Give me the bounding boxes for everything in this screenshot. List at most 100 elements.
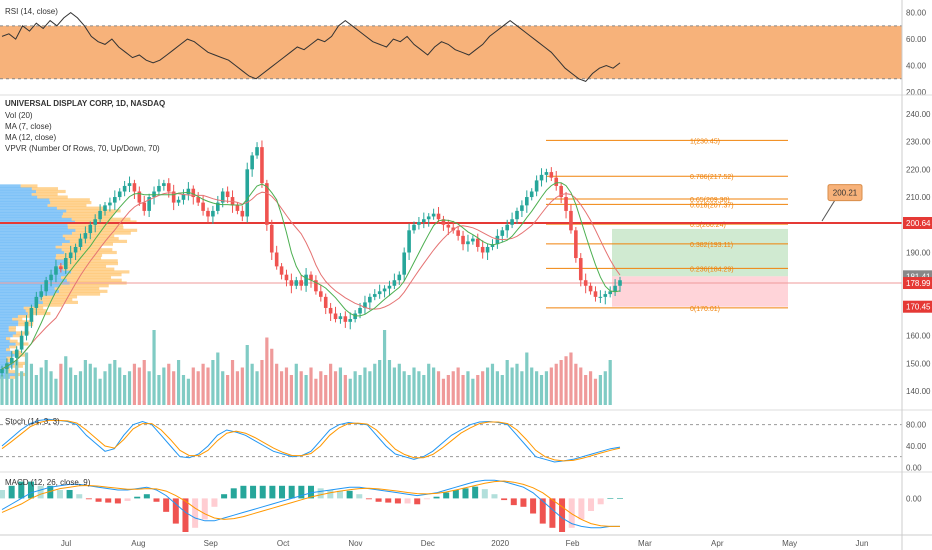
x-tick-label: 2020 — [491, 539, 509, 548]
stoch-y-ticks: 80.00 40.00 0.00 — [906, 421, 927, 473]
vpvr-bar-up — [0, 259, 65, 263]
volume-bar — [549, 367, 553, 405]
volume-bar — [309, 367, 313, 405]
volume-bar — [422, 375, 426, 405]
candle-body — [559, 185, 563, 198]
candle-body — [122, 185, 127, 192]
volume-bar — [147, 371, 151, 405]
candle-body — [417, 222, 421, 225]
rsi-line — [1, 11, 621, 82]
price-tick-label: 240.00 — [906, 110, 931, 119]
stoch-label: Stoch (14, 3, 3) — [5, 417, 60, 426]
fibonacci-levels[interactable]: 1(230.45) 0.786(217.52) 0.65(209.30)0.618(… — [546, 138, 788, 313]
macd-histogram-bar — [269, 485, 276, 499]
volume-bar — [412, 367, 416, 405]
macd-histogram-bar — [279, 485, 286, 499]
vpvr-bar-down — [59, 284, 109, 288]
candle-body — [19, 335, 24, 350]
volume-bar — [363, 367, 367, 405]
volume-bar — [539, 375, 544, 405]
x-tick-label: Mar — [638, 539, 652, 548]
vpvr-bar-down — [62, 267, 115, 271]
candle-body — [407, 230, 411, 253]
macd-histogram-bar — [394, 498, 401, 504]
vpvr-bar-down — [8, 370, 16, 374]
vpvr-bar-down — [49, 198, 90, 202]
position-stop-zone[interactable] — [612, 276, 788, 307]
volume-bar — [216, 352, 220, 405]
macd-histogram-bar — [66, 490, 73, 499]
vpvr-bar-down — [12, 317, 23, 321]
macd-histogram-bar — [182, 498, 189, 532]
price-tick-label: 220.00 — [906, 165, 931, 174]
candle-body — [240, 210, 245, 217]
price-callout[interactable]: 200.21 — [821, 184, 863, 222]
volume-bar — [324, 375, 328, 405]
candle-body — [279, 266, 284, 275]
candle-body — [348, 319, 353, 322]
price-tick-label: 140.00 — [906, 387, 931, 396]
chart-title: UNIVERSAL DISPLAY CORP, 1D, NASDAQ — [5, 99, 165, 108]
volume-bar — [230, 360, 235, 405]
volume-bar — [451, 371, 455, 405]
callout-box[interactable] — [827, 184, 863, 202]
volume-bar — [304, 375, 308, 405]
volume-bar — [98, 378, 102, 405]
macd-histogram-bar — [539, 498, 546, 524]
x-axis-ticks: Jul Aug Sep Oct Nov Dec 2020 Feb Mar Apr May Jun — [61, 539, 869, 548]
vpvr-bar-up — [0, 309, 26, 313]
volume-bar — [260, 360, 264, 405]
vpvr-bar-up — [0, 284, 60, 288]
candle-body — [0, 368, 4, 374]
candle-body — [608, 291, 612, 295]
candle-body — [68, 252, 73, 259]
vpvr-bar-up — [0, 339, 10, 343]
macd-histogram-bar — [404, 498, 411, 504]
vpvr-bar-up — [0, 278, 67, 282]
stoch-tick-label: 80.00 — [906, 421, 927, 430]
candle-body — [574, 230, 578, 259]
vpvr-bar-down — [8, 325, 17, 329]
candle-body — [59, 266, 63, 270]
volume-bar — [34, 375, 38, 405]
candle-body — [490, 244, 495, 247]
vpvr-bar-up — [0, 203, 48, 207]
candle-body — [480, 246, 485, 253]
vpvr-bar-down — [66, 278, 122, 282]
volume-bar — [495, 371, 499, 405]
candle-body — [157, 185, 161, 192]
vpvr-bar-down — [56, 206, 104, 210]
vpvr-bar-up — [0, 214, 62, 219]
candle-body — [372, 294, 377, 297]
candle-body — [387, 285, 392, 289]
volume-bar — [44, 360, 48, 405]
candle-body — [34, 296, 39, 308]
macd-histogram-bar — [250, 485, 257, 499]
vpvr-bar-up — [0, 245, 56, 249]
price-badge — [903, 277, 932, 290]
candle-body — [618, 280, 622, 286]
volume-bar — [235, 371, 240, 405]
macd-histogram-bar — [346, 490, 353, 499]
macd-histogram-bar — [308, 485, 314, 499]
position-tool[interactable] — [0, 228, 902, 307]
macd-histogram-bar — [510, 498, 517, 506]
stoch-tick-label: 0.00 — [906, 463, 922, 472]
candle-body — [422, 219, 426, 222]
vpvr-bar-up — [0, 225, 68, 230]
vpvr-bar-up — [0, 350, 13, 354]
candle-body — [446, 224, 451, 228]
macd-histogram-bar — [134, 496, 141, 499]
macd-histogram-bar — [607, 498, 614, 499]
vpvr-bar-up — [0, 223, 68, 227]
vpvr-bar-down — [42, 300, 78, 305]
price-badge-label: 178.99 — [906, 279, 931, 288]
macd-histogram-bar — [530, 498, 537, 514]
macd-signal-line — [1, 480, 620, 527]
vpvr-bar-down — [6, 359, 12, 363]
stoch-k-line — [1, 418, 621, 463]
volume-bar — [535, 371, 539, 405]
volume-bar — [15, 360, 19, 405]
volume-bar — [78, 371, 83, 405]
